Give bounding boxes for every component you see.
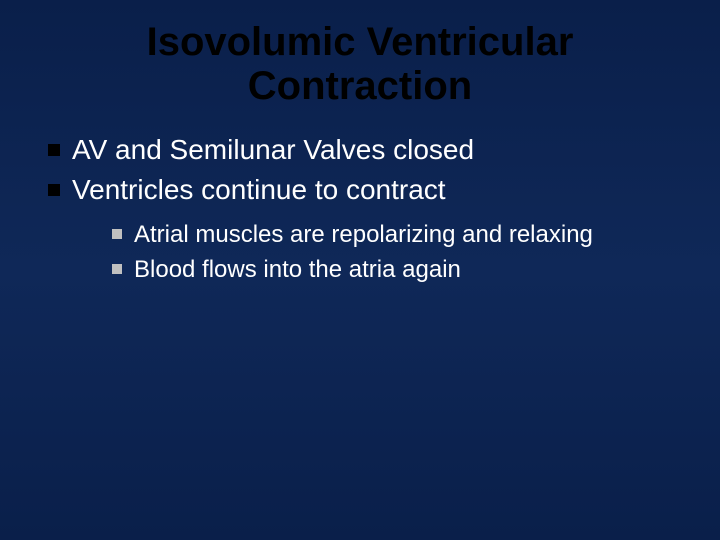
main-bullet-list: AV and Semilunar Valves closed Ventricle… bbox=[40, 132, 680, 209]
slide-title: Isovolumic Ventricular Contraction bbox=[40, 20, 680, 108]
list-item: Ventricles continue to contract bbox=[40, 172, 680, 208]
bullet-text: Blood flows into the atria again bbox=[134, 254, 461, 285]
bullet-text: Atrial muscles are repolarizing and rela… bbox=[134, 219, 593, 250]
bullet-square-icon bbox=[112, 264, 122, 274]
sub-bullet-list: Atrial muscles are repolarizing and rela… bbox=[40, 219, 680, 285]
list-item: Blood flows into the atria again bbox=[40, 254, 680, 285]
bullet-square-icon bbox=[48, 144, 60, 156]
bullet-square-icon bbox=[48, 184, 60, 196]
list-item: AV and Semilunar Valves closed bbox=[40, 132, 680, 168]
bullet-square-icon bbox=[112, 229, 122, 239]
bullet-text: Ventricles continue to contract bbox=[72, 172, 446, 208]
bullet-text: AV and Semilunar Valves closed bbox=[72, 132, 474, 168]
list-item: Atrial muscles are repolarizing and rela… bbox=[40, 219, 680, 250]
slide-container: Isovolumic Ventricular Contraction AV an… bbox=[0, 0, 720, 540]
